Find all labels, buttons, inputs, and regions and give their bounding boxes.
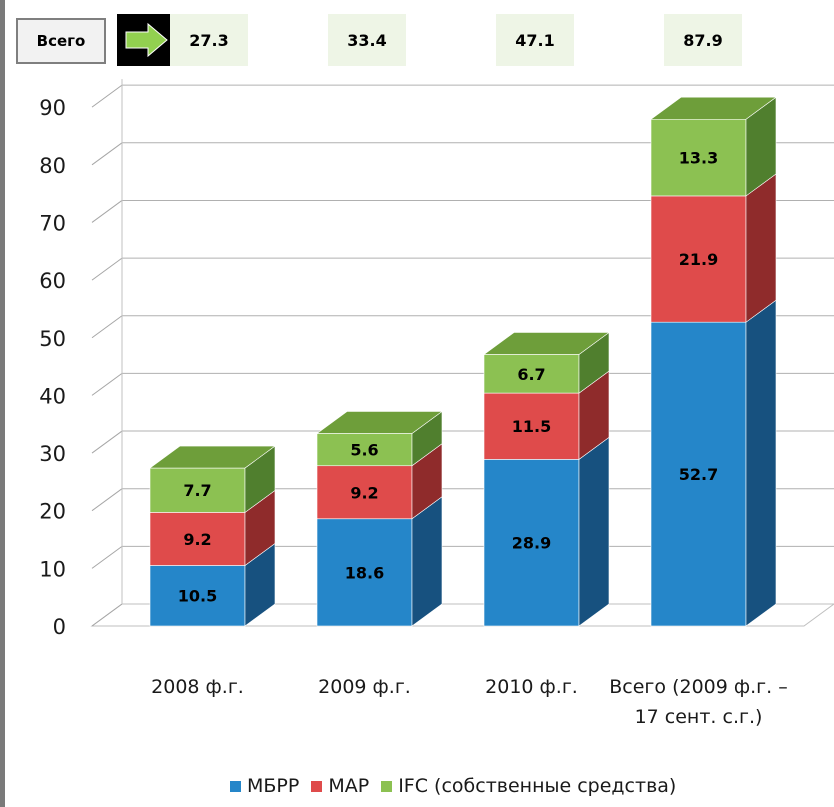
bar-top-2 — [483, 332, 610, 355]
bar-side-мбрр-1 — [411, 496, 443, 627]
gridline-depth — [91, 84, 123, 108]
legend-item-ibrd: МБРР — [230, 775, 299, 797]
data-label-ifc-собственные-средства-1: 5.6 — [350, 441, 378, 460]
y-tick-label: 50 — [39, 327, 66, 351]
bar-top-1 — [316, 411, 443, 434]
bar-мар-3 — [650, 195, 747, 323]
legend-item-ida: МАР — [311, 775, 369, 797]
bar-мар-1 — [316, 465, 413, 520]
y-tick-label: 70 — [39, 211, 66, 235]
data-label-мбрр-2: 28.9 — [512, 534, 551, 553]
data-label-мар-3: 21.9 — [679, 250, 718, 269]
bar-side-мбрр-3 — [745, 299, 777, 627]
legend-item-ifc: IFC (собственные средства) — [381, 775, 676, 797]
data-label-мар-2: 11.5 — [512, 417, 551, 436]
y-tick-label: 90 — [39, 96, 66, 120]
data-label-ifc-собственные-средства-2: 6.7 — [517, 365, 545, 384]
y-tick-label: 20 — [39, 500, 66, 524]
gridline-depth — [91, 315, 123, 339]
data-label-ifc-собственные-средства-3: 13.3 — [679, 149, 718, 168]
bar-ifc-собственные-средства-0 — [149, 467, 246, 513]
data-label-мбрр-0: 10.5 — [178, 587, 217, 606]
x-tick-label-3: Всего (2009 ф.г. – — [609, 676, 787, 698]
gridline-depth — [91, 257, 123, 281]
x-tick-label-1: 2009 ф.г. — [318, 676, 411, 698]
gridline-depth — [91, 200, 123, 223]
bar-ifc-собственные-средства-2 — [483, 354, 580, 394]
data-label-мбрр-1: 18.6 — [345, 563, 384, 582]
data-label-мар-1: 9.2 — [350, 483, 378, 502]
y-tick-label: 60 — [39, 269, 66, 293]
gridline-depth — [91, 372, 123, 396]
bar-ifc-собственные-средства-3 — [650, 118, 747, 197]
y-tick-label: 40 — [39, 384, 66, 408]
legend-label-ifc: IFC (собственные средства) — [398, 775, 677, 797]
gridline-depth — [91, 142, 123, 166]
y-tick-label: 30 — [39, 442, 66, 466]
total-value-all: 87.9 — [664, 14, 742, 66]
x-tick-label-0: 2008 ф.г. — [151, 676, 244, 698]
bar-мбрр-3 — [650, 321, 747, 627]
gridline-depth — [91, 488, 123, 512]
bar-side-мбрр-2 — [578, 436, 610, 627]
bar-top-3 — [650, 96, 777, 120]
legend-swatch-ifc — [381, 780, 393, 792]
x-tick-label-3: 17 сент. с.г.) — [635, 706, 763, 728]
totals-row-label: Всего — [16, 18, 106, 64]
bar-мбрр-2 — [483, 459, 580, 627]
total-value-2008: 27.3 — [170, 14, 248, 66]
x-tick-label-2: 2010 ф.г. — [485, 676, 578, 698]
y-tick-label: 80 — [39, 154, 66, 178]
gridline-depth — [91, 545, 123, 569]
legend-label-ibrd: МБРР — [247, 775, 300, 797]
total-value-2010: 47.1 — [496, 14, 574, 66]
chart-legend: МБРР МАР IFC (собственные средства) — [230, 773, 676, 799]
data-label-мбрр-3: 52.7 — [679, 465, 718, 484]
bar-side-мар-3 — [745, 173, 777, 323]
bar-мар-2 — [483, 392, 580, 460]
bar-ifc-собственные-средства-1 — [316, 433, 413, 467]
data-label-мар-0: 9.2 — [183, 530, 211, 549]
bar-мбрр-1 — [316, 518, 413, 627]
total-value-2009: 33.4 — [328, 14, 406, 66]
left-edge-rule — [0, 0, 5, 807]
y-tick-label: 10 — [39, 557, 66, 581]
legend-swatch-ida — [311, 780, 323, 792]
y-tick-label: 0 — [53, 615, 66, 639]
data-label-ifc-собственные-средства-0: 7.7 — [183, 481, 211, 500]
bar-top-0 — [149, 445, 276, 469]
gridline-depth — [91, 603, 123, 627]
gridline-depth — [91, 430, 123, 454]
legend-swatch-ibrd — [230, 780, 241, 792]
arrow-right-icon — [117, 14, 175, 66]
legend-label-ida: МАР — [328, 775, 370, 797]
